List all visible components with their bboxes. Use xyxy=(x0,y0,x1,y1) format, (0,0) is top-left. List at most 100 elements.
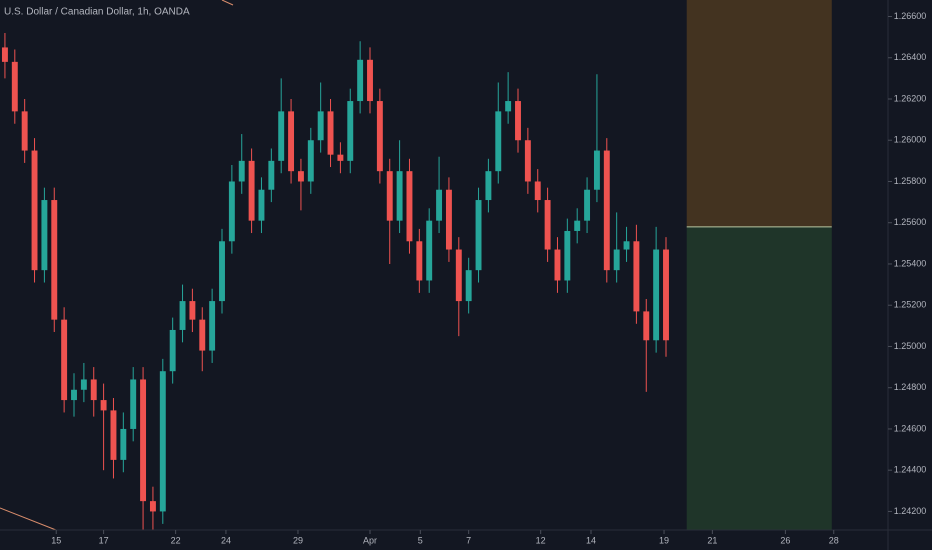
y-tick-label: 1.26000 xyxy=(894,135,927,145)
candle-body xyxy=(357,59,364,102)
y-tick-label: 1.25200 xyxy=(894,300,927,310)
candle-body xyxy=(278,111,285,161)
candle-body xyxy=(524,140,531,182)
candle-body xyxy=(297,171,304,182)
candle-body xyxy=(396,171,403,221)
candle-body xyxy=(593,150,600,190)
candle-body xyxy=(406,171,413,242)
candle-body xyxy=(140,379,147,502)
x-tick-label: 5 xyxy=(418,535,423,545)
candle-body xyxy=(643,311,650,341)
x-tick-label: 21 xyxy=(707,535,717,545)
candle-body xyxy=(149,501,156,512)
candle-body xyxy=(31,150,38,271)
target-zone xyxy=(686,0,832,227)
candle-body xyxy=(228,181,235,242)
candle-body xyxy=(189,301,196,320)
y-tick-label: 1.24400 xyxy=(894,465,927,475)
candle-body xyxy=(317,111,324,141)
candle-body xyxy=(268,160,275,190)
y-tick-label: 1.26400 xyxy=(894,52,927,62)
candle-body xyxy=(455,249,462,302)
candle-body xyxy=(386,171,393,221)
candle-body xyxy=(41,200,48,271)
x-tick-label: Apr xyxy=(363,535,377,545)
candle-body xyxy=(130,379,137,429)
candle-body xyxy=(564,230,571,281)
candle-body xyxy=(623,241,630,250)
candle-body xyxy=(554,249,561,281)
x-tick-label: 28 xyxy=(829,535,839,545)
candle-body xyxy=(495,111,502,172)
x-tick-label: 12 xyxy=(536,535,546,545)
candle-body xyxy=(515,101,521,141)
candle-body xyxy=(209,301,216,351)
candle-body xyxy=(258,189,265,221)
candle-body xyxy=(51,200,58,320)
candle-body xyxy=(485,171,492,201)
candle-body xyxy=(653,249,660,341)
candle-body xyxy=(288,111,295,172)
candle-body xyxy=(445,189,452,250)
candle-body xyxy=(347,101,354,161)
candle-body xyxy=(71,389,77,401)
trend-line xyxy=(0,507,57,531)
candle-body xyxy=(159,371,166,512)
x-tick-label: 24 xyxy=(221,535,231,545)
candle-body xyxy=(416,241,423,281)
candle-body xyxy=(11,61,18,112)
y-tick-label: 1.26200 xyxy=(894,93,927,103)
candle-body xyxy=(219,241,225,302)
candle-body xyxy=(179,301,186,330)
candle-body xyxy=(1,47,8,62)
candle-body xyxy=(238,160,245,182)
candle-body xyxy=(110,410,117,460)
y-tick-label: 1.24200 xyxy=(894,506,927,516)
y-tick-label: 1.24600 xyxy=(894,423,927,433)
candle-body xyxy=(307,140,314,182)
candle-body xyxy=(436,189,443,221)
candle-body xyxy=(475,200,482,271)
candle-body xyxy=(367,59,373,102)
candle-body xyxy=(534,181,541,201)
y-tick-label: 1.24800 xyxy=(894,382,927,392)
y-tick-label: 1.25400 xyxy=(894,258,927,268)
x-tick-label: 29 xyxy=(293,535,303,545)
trend-line xyxy=(221,0,234,6)
candle-body xyxy=(21,111,28,151)
candle-body xyxy=(574,220,581,231)
y-tick-label: 1.25000 xyxy=(894,341,927,351)
chart-title: U.S. Dollar / Canadian Dollar, 1h, OANDA xyxy=(4,7,190,18)
x-tick-label: 7 xyxy=(466,535,471,545)
candle-body xyxy=(376,101,383,172)
candle-body xyxy=(426,220,433,281)
candle-body xyxy=(584,189,591,221)
y-tick-label: 1.26600 xyxy=(894,11,927,21)
x-tick-label: 14 xyxy=(586,535,596,545)
candle-body xyxy=(603,150,610,271)
plot-area xyxy=(1,0,832,530)
x-tick-label: 15 xyxy=(51,535,61,545)
candle-body xyxy=(465,270,472,302)
x-tick-label: 22 xyxy=(171,535,181,545)
candle-body xyxy=(169,329,176,372)
candle-body xyxy=(327,111,334,155)
candle-body xyxy=(613,249,620,271)
candle-body xyxy=(248,160,255,221)
y-tick-label: 1.25600 xyxy=(894,217,927,227)
x-tick-label: 19 xyxy=(659,535,669,545)
y-tick-label: 1.25800 xyxy=(894,176,927,186)
candle-body xyxy=(633,241,640,312)
candle-body xyxy=(663,249,669,341)
candle-body xyxy=(80,379,87,390)
candle-body xyxy=(100,400,107,411)
x-tick-label: 26 xyxy=(780,535,790,545)
candle-body xyxy=(337,154,344,161)
candle-body xyxy=(120,428,127,460)
candle-body xyxy=(199,319,206,351)
candle-body xyxy=(90,379,97,401)
candle-body xyxy=(505,101,512,112)
stop-zone xyxy=(686,226,832,530)
candle-body xyxy=(544,200,551,250)
